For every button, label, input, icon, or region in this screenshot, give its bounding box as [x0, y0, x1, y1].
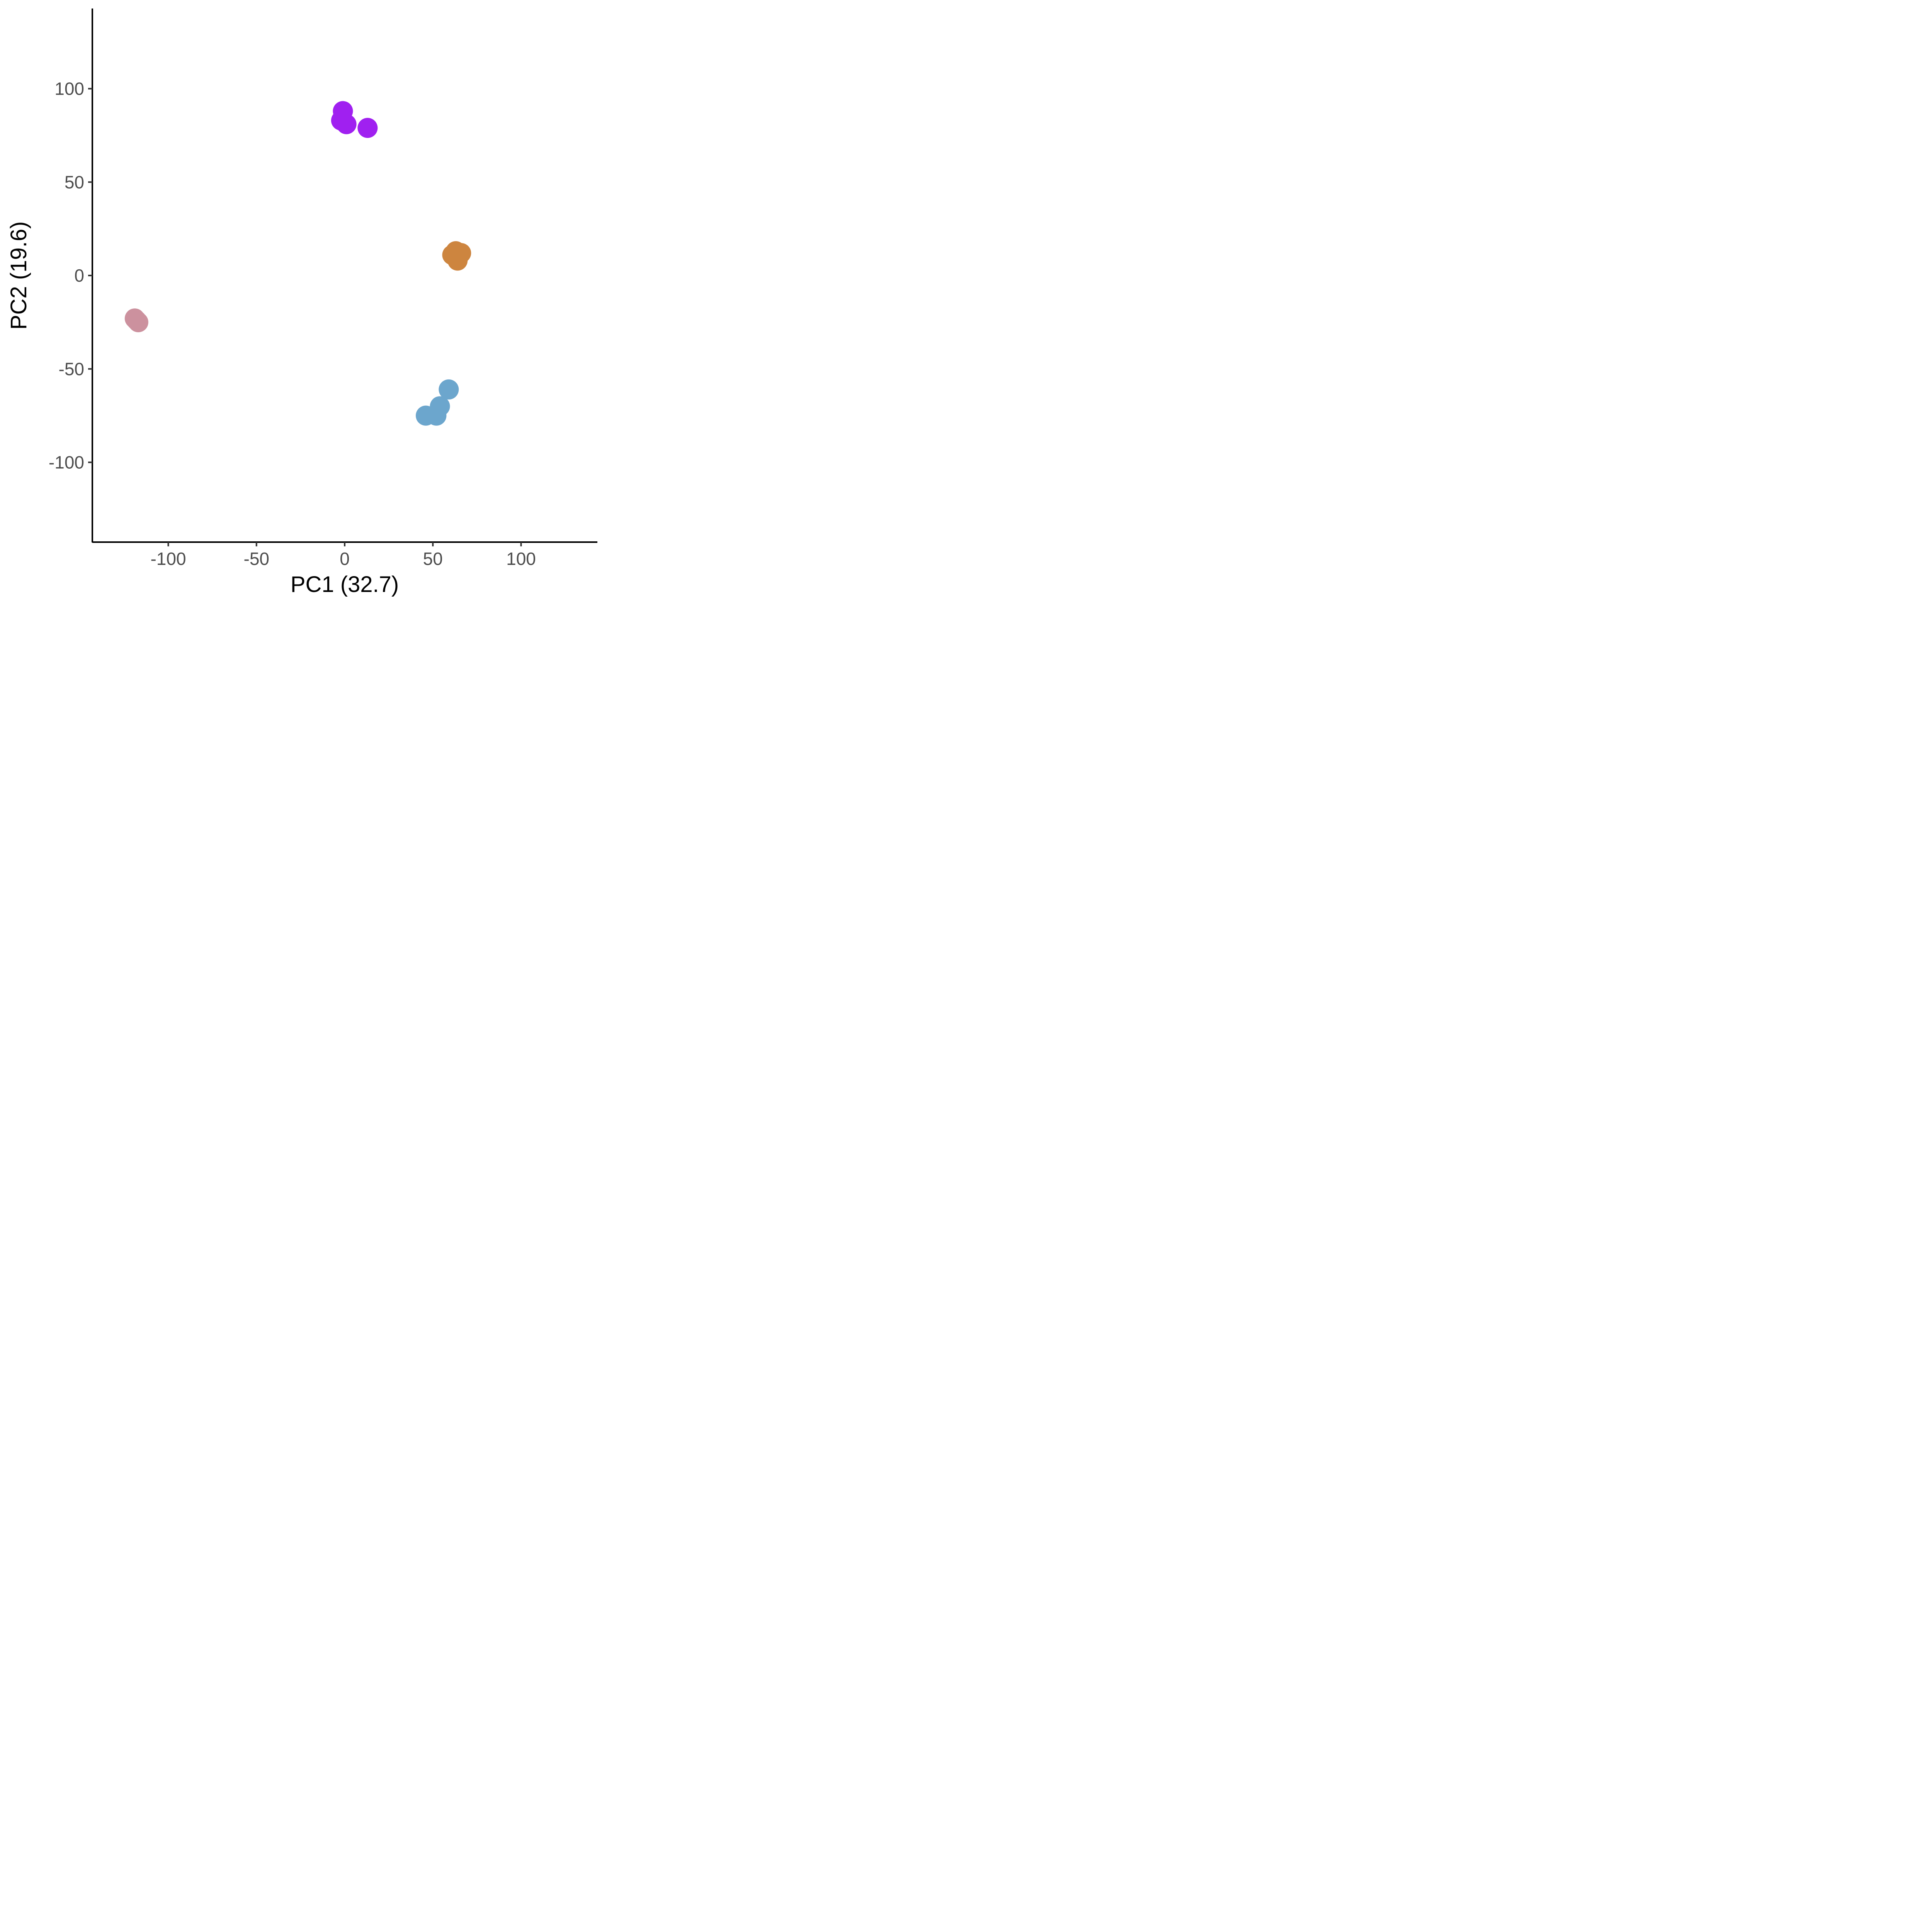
x-tick-label: 50 — [423, 549, 443, 569]
pca-scatter-chart: -100 -50 0 50 100 100 50 0 -50 -100 PC1 (32.7) P… — [0, 0, 605, 605]
data-point — [447, 250, 468, 271]
data-point — [439, 379, 459, 400]
chart-canvas: -100 -50 0 50 100 100 50 0 -50 -100 PC1 (32.7) P… — [6, 9, 597, 597]
x-axis-ticks: -100 -50 0 50 100 — [150, 542, 536, 569]
x-tick-label: -50 — [244, 549, 269, 569]
y-axis-title: PC2 (19.6) — [6, 221, 31, 330]
x-axis-title: PC1 (32.7) — [291, 572, 399, 597]
y-axis-ticks: 100 50 0 -50 -100 — [49, 79, 92, 473]
y-tick-label: -50 — [59, 359, 84, 379]
points-layer — [124, 101, 471, 426]
data-point — [415, 405, 436, 426]
data-point — [336, 114, 357, 134]
x-tick-label: -100 — [150, 549, 186, 569]
y-tick-label: 100 — [54, 79, 84, 99]
y-tick-label: -100 — [49, 452, 84, 473]
y-tick-label: 50 — [65, 172, 84, 192]
x-tick-label: 0 — [340, 549, 350, 569]
data-point — [357, 118, 378, 138]
y-tick-label: 0 — [74, 265, 84, 286]
x-tick-label: 100 — [506, 549, 536, 569]
data-point — [128, 312, 148, 332]
